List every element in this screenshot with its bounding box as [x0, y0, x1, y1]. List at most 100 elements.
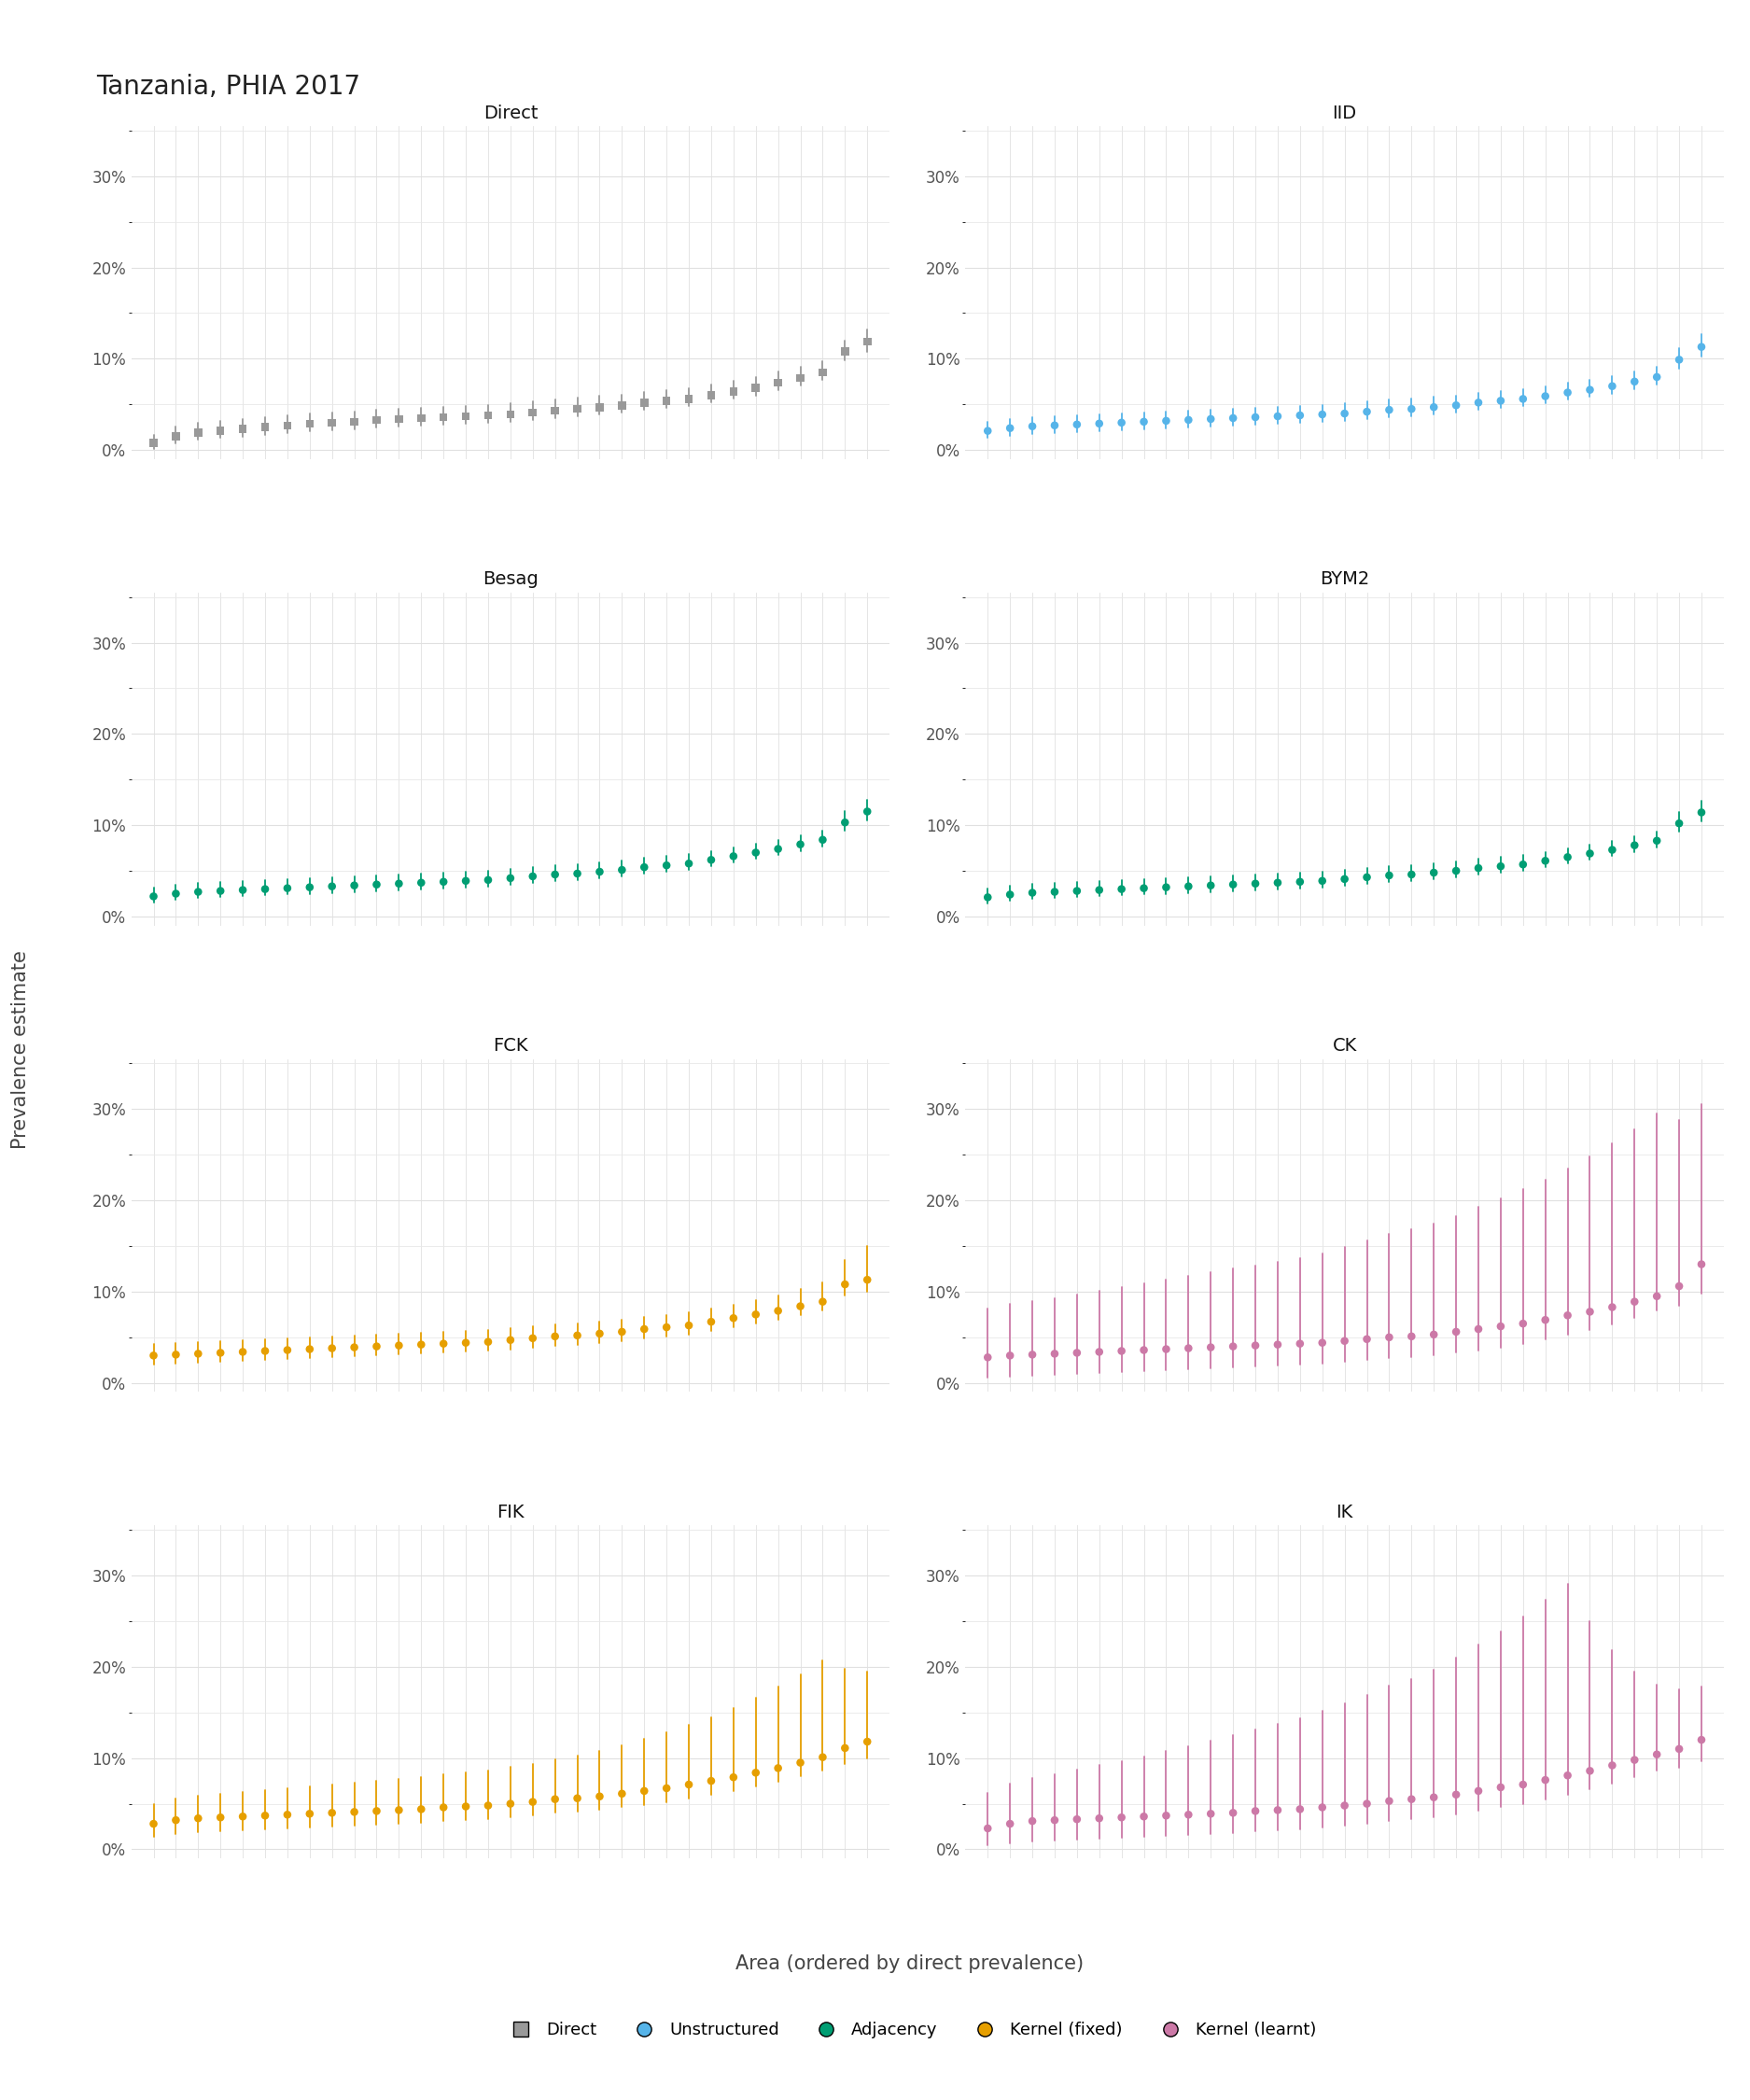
Title: FIK: FIK	[497, 1504, 525, 1520]
Point	[1508, 382, 1536, 416]
Point	[206, 874, 235, 907]
Point	[808, 355, 836, 388]
Point	[1598, 1749, 1626, 1783]
Point	[1330, 1789, 1358, 1823]
Point	[996, 1806, 1024, 1840]
Point	[1531, 1764, 1559, 1798]
Point	[1531, 380, 1559, 414]
Point	[497, 1323, 525, 1357]
Point	[1309, 863, 1337, 897]
Point	[742, 372, 770, 405]
Point	[996, 412, 1024, 445]
Point	[1465, 1774, 1493, 1808]
Point	[1620, 365, 1648, 399]
Point	[1577, 1754, 1605, 1787]
Point	[1442, 388, 1470, 422]
Point	[786, 1745, 814, 1779]
Point	[474, 1789, 502, 1823]
Point	[786, 827, 814, 861]
Point	[1085, 407, 1113, 441]
Point	[1465, 1312, 1493, 1346]
Point	[607, 388, 635, 422]
Point	[1041, 876, 1069, 909]
Point	[1687, 330, 1715, 363]
Point	[696, 1764, 724, 1798]
Point	[564, 393, 592, 426]
Text: Area (ordered by direct prevalence): Area (ordered by direct prevalence)	[737, 1955, 1085, 1972]
Point	[362, 1793, 390, 1827]
Point	[996, 1338, 1024, 1371]
Point	[1554, 840, 1582, 874]
Point	[250, 1334, 278, 1367]
Point	[1108, 1334, 1136, 1367]
Point	[1376, 859, 1404, 892]
Point	[518, 859, 546, 892]
Point	[340, 1796, 368, 1829]
Point	[808, 1285, 836, 1319]
Point	[273, 410, 301, 443]
Point	[1085, 1802, 1113, 1835]
Point	[973, 1340, 1001, 1373]
Point	[1286, 865, 1314, 899]
Point	[1398, 1783, 1426, 1816]
Point	[1264, 1793, 1292, 1827]
Point	[408, 1327, 436, 1361]
Point	[1442, 855, 1470, 888]
Point	[719, 1760, 747, 1793]
Title: IK: IK	[1335, 1504, 1353, 1520]
Point	[1666, 1732, 1694, 1766]
Point	[1018, 410, 1046, 443]
Point	[296, 1331, 324, 1365]
Point	[1577, 374, 1605, 407]
Point	[1197, 1331, 1225, 1365]
Point	[408, 401, 436, 435]
Point	[607, 853, 635, 886]
Point	[765, 365, 793, 399]
Point	[854, 794, 882, 827]
Point	[1643, 1737, 1671, 1770]
Point	[497, 397, 525, 430]
Point	[385, 1329, 413, 1363]
Point	[1130, 1334, 1158, 1367]
Point	[474, 863, 502, 897]
Point	[831, 1730, 859, 1764]
Title: Besag: Besag	[483, 571, 539, 588]
Point	[1241, 401, 1269, 435]
Point	[1264, 865, 1292, 899]
Point	[676, 1308, 704, 1342]
Point	[719, 374, 747, 407]
Point	[765, 832, 793, 865]
Point	[1598, 1289, 1626, 1323]
Point	[429, 1327, 457, 1361]
Point	[1062, 874, 1090, 907]
Point	[1241, 867, 1269, 901]
Point	[1130, 405, 1158, 439]
Point	[854, 326, 882, 359]
Point	[474, 399, 502, 433]
Point	[630, 386, 658, 420]
Point	[676, 382, 704, 416]
Point	[206, 1336, 235, 1369]
Point	[184, 876, 212, 909]
Point	[1062, 407, 1090, 441]
Point	[1666, 1268, 1694, 1302]
Point	[1286, 1793, 1314, 1827]
Point	[1353, 1787, 1381, 1821]
Point	[1442, 1779, 1470, 1812]
Point	[1508, 848, 1536, 882]
Point	[1554, 1298, 1582, 1331]
Point	[1488, 1770, 1516, 1804]
Point	[1309, 1791, 1337, 1825]
Point	[1220, 867, 1248, 901]
Point	[318, 1796, 346, 1829]
Point	[1687, 796, 1715, 830]
Point	[140, 426, 168, 460]
Point	[362, 1329, 390, 1363]
Point	[765, 1294, 793, 1327]
Point	[429, 865, 457, 899]
Point	[161, 1804, 189, 1838]
Point	[1220, 401, 1248, 435]
Point	[586, 1779, 614, 1812]
Point	[452, 863, 480, 897]
Point	[786, 1289, 814, 1323]
